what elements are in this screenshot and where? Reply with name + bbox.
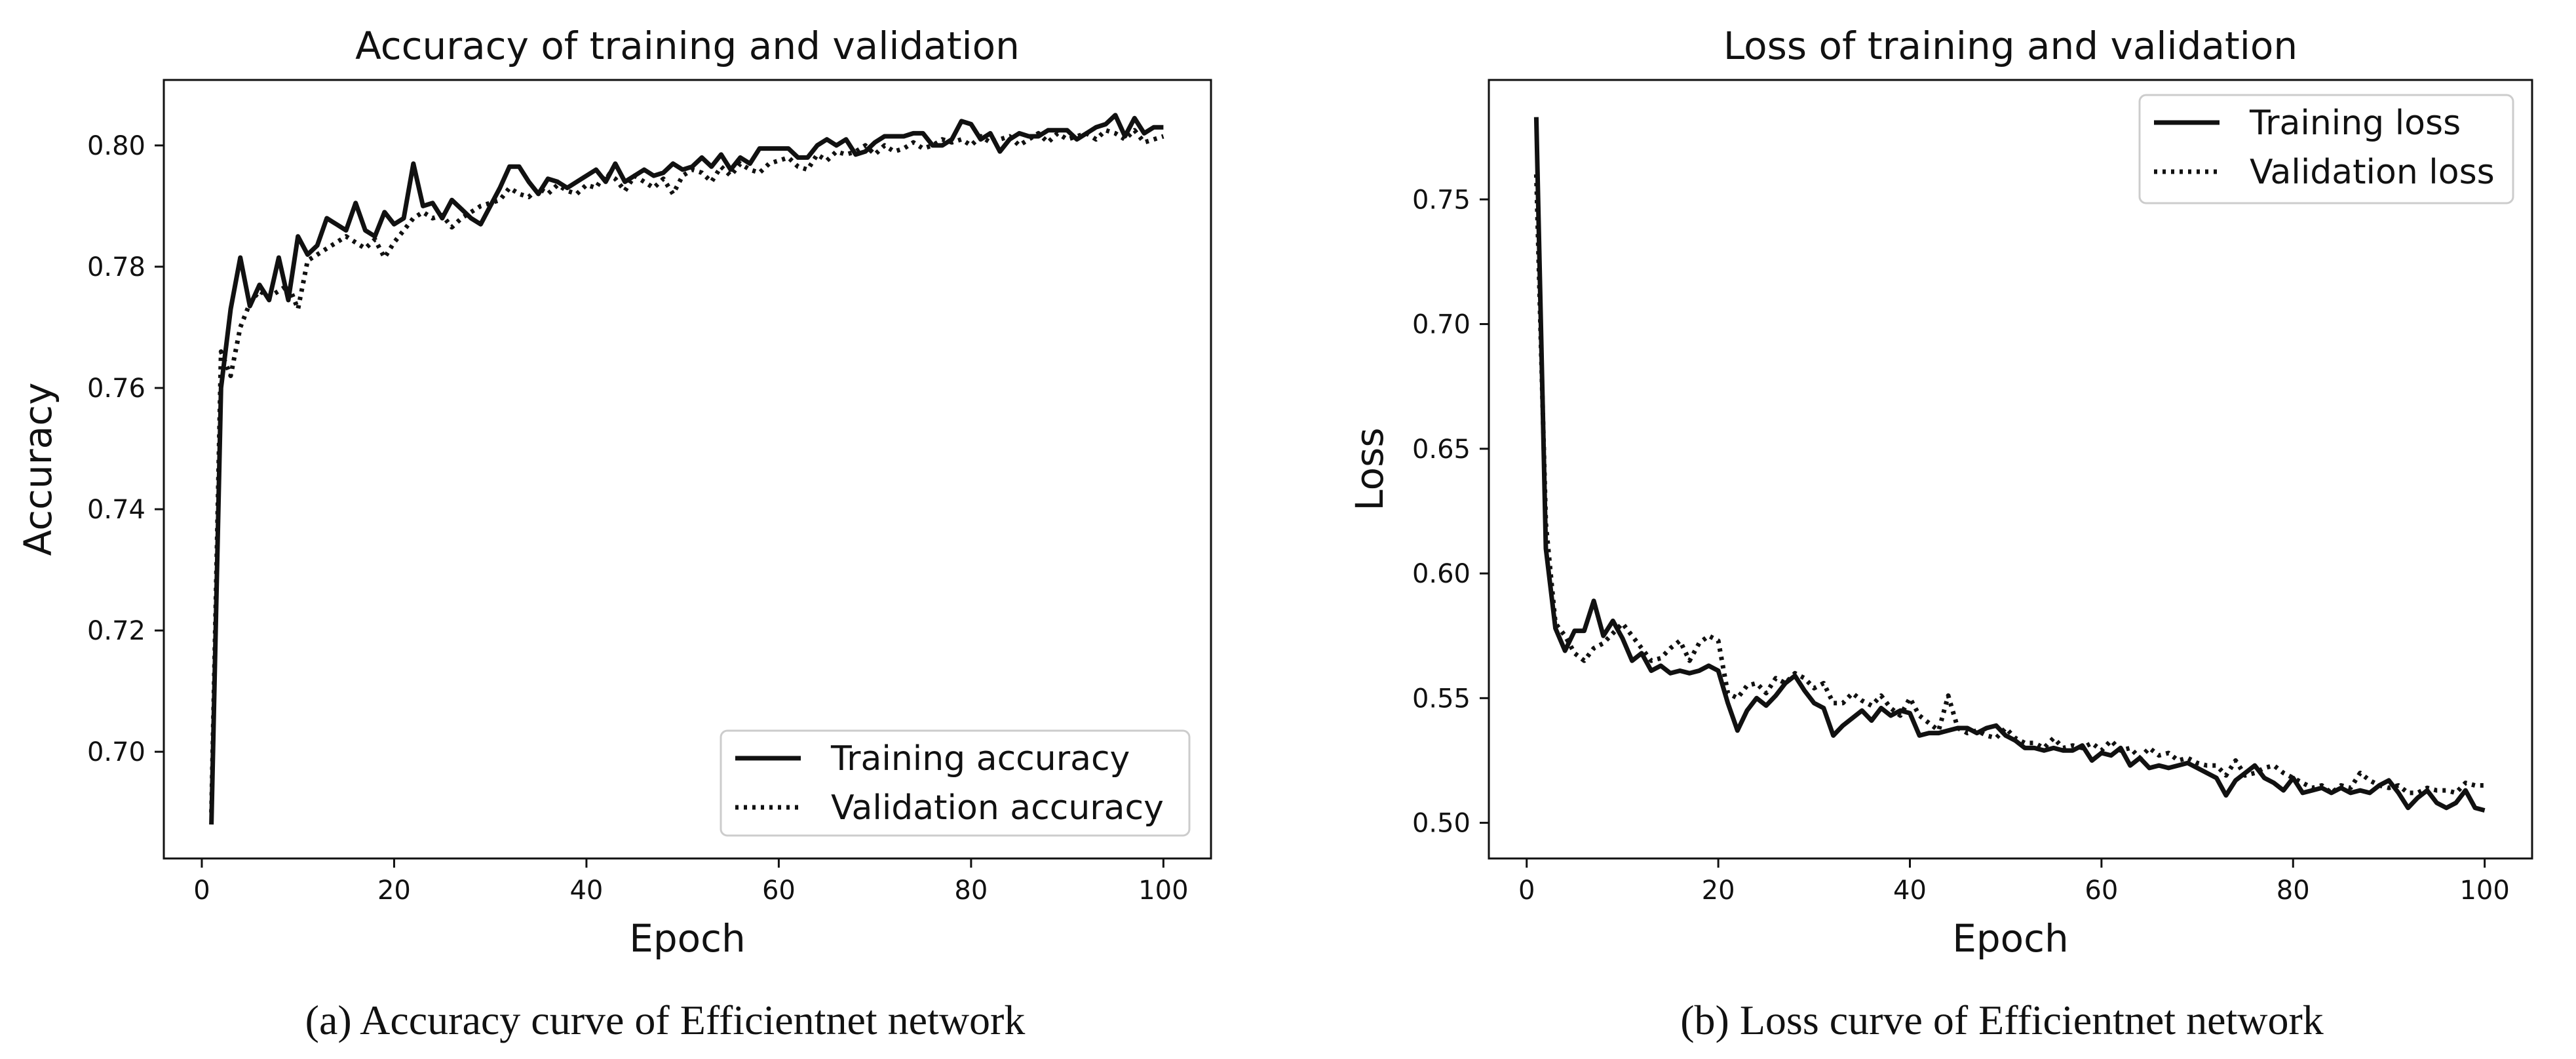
x-axis-label: Epoch [1952, 916, 2069, 961]
x-tick-label: 60 [2085, 876, 2118, 906]
legend-label: Training accuracy [830, 739, 1130, 779]
legend-box [720, 729, 1191, 837]
x-tick-label: 80 [954, 876, 988, 906]
y-tick-label: 0.78 [87, 252, 145, 282]
x-tick-label: 40 [569, 876, 603, 906]
panel-caption: (a) Accuracy curve of Efficientnet netwo… [305, 997, 1026, 1043]
series-line-validation-loss [1533, 174, 2485, 796]
x-tick-label: 100 [2459, 876, 2509, 906]
y-tick-label: 0.60 [1412, 559, 1471, 589]
y-axis-label: Loss [1347, 427, 1392, 510]
x-tick-label: 80 [2277, 876, 2310, 906]
y-tick-label: 0.50 [1412, 809, 1471, 839]
x-tick-label: 0 [1518, 876, 1535, 906]
y-tick-label: 0.80 [87, 131, 145, 161]
x-axis-label: Epoch [629, 916, 746, 961]
y-tick-label: 0.70 [1412, 310, 1471, 340]
y-axis-label: Accuracy [16, 383, 60, 556]
x-tick-label: 100 [1138, 876, 1188, 906]
y-tick-label: 0.55 [1412, 684, 1471, 714]
series-line-validation-accuracy [209, 128, 1164, 813]
y-tick-label: 0.65 [1412, 434, 1471, 465]
x-tick-label: 0 [193, 876, 210, 906]
y-tick-label: 0.74 [87, 495, 145, 525]
y-tick-label: 0.70 [87, 737, 145, 767]
series-line-training-loss [1533, 117, 2486, 813]
chart-title: Loss of training and validation [1723, 24, 2297, 68]
x-tick-label: 20 [377, 876, 411, 906]
legend-label: Training loss [2249, 104, 2461, 143]
legend-label: Validation loss [2250, 153, 2495, 192]
series-line-training-accuracy [209, 113, 1164, 825]
plot-frame [163, 79, 1212, 860]
y-tick-label: 0.76 [87, 374, 145, 404]
legend-label: Validation accuracy [831, 788, 1164, 828]
panel-caption: (b) Loss curve of Efficientnet network [1680, 997, 2324, 1043]
x-tick-label: 60 [762, 876, 796, 906]
y-tick-label: 0.75 [1412, 185, 1471, 215]
legend-box [2138, 94, 2514, 204]
x-tick-label: 40 [1893, 876, 1927, 906]
x-tick-label: 20 [1702, 876, 1735, 906]
y-tick-label: 0.72 [87, 616, 145, 646]
plot-frame [1488, 79, 2533, 860]
chart-title: Accuracy of training and validation [355, 24, 1020, 68]
